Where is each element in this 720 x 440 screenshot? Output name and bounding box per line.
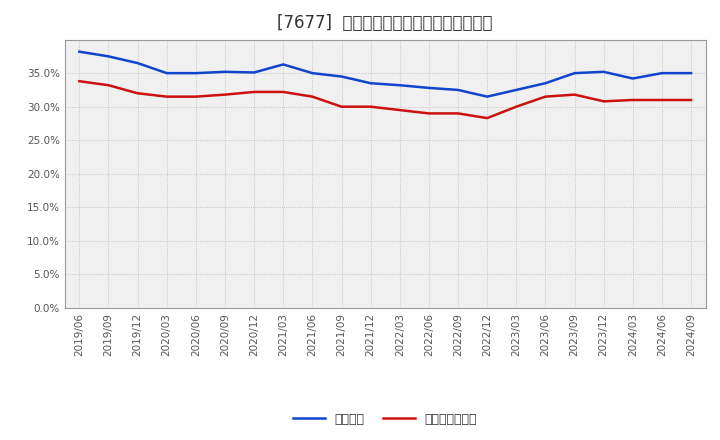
固定長期適合率 xyxy=(483,115,492,121)
固定比率 xyxy=(220,69,229,74)
固定長期適合率 xyxy=(104,83,113,88)
固定比率 xyxy=(308,70,317,76)
固定長期適合率 xyxy=(657,97,666,103)
固定長期適合率 xyxy=(250,89,258,95)
固定比率 xyxy=(570,70,579,76)
固定長期適合率 xyxy=(163,94,171,99)
固定比率 xyxy=(366,81,375,86)
固定比率 xyxy=(512,87,521,92)
Line: 固定比率: 固定比率 xyxy=(79,51,691,97)
固定長期適合率 xyxy=(687,97,696,103)
固定長期適合率 xyxy=(541,94,550,99)
固定長期適合率 xyxy=(599,99,608,104)
固定比率 xyxy=(483,94,492,99)
固定長期適合率 xyxy=(570,92,579,97)
固定比率 xyxy=(657,70,666,76)
固定比率 xyxy=(192,70,200,76)
Line: 固定長期適合率: 固定長期適合率 xyxy=(79,81,691,118)
固定長期適合率 xyxy=(133,91,142,96)
固定長期適合率 xyxy=(425,111,433,116)
固定比率 xyxy=(337,74,346,79)
固定比率 xyxy=(454,87,462,92)
固定比率 xyxy=(599,69,608,74)
固定比率 xyxy=(163,70,171,76)
固定比率 xyxy=(425,85,433,91)
固定比率 xyxy=(629,76,637,81)
固定長期適合率 xyxy=(629,97,637,103)
固定長期適合率 xyxy=(220,92,229,97)
Title: [7677]  固定比率、固定長期適合率の推移: [7677] 固定比率、固定長期適合率の推移 xyxy=(277,15,493,33)
固定長期適合率 xyxy=(308,94,317,99)
固定比率 xyxy=(279,62,287,67)
固定比率 xyxy=(541,81,550,86)
固定長期適合率 xyxy=(512,104,521,109)
固定長期適合率 xyxy=(337,104,346,109)
固定比率 xyxy=(250,70,258,75)
固定比率 xyxy=(104,54,113,59)
固定比率 xyxy=(133,60,142,66)
固定比率 xyxy=(395,83,404,88)
固定長期適合率 xyxy=(279,89,287,95)
Legend: 固定比率, 固定長期適合率: 固定比率, 固定長期適合率 xyxy=(288,407,482,431)
固定比率 xyxy=(75,49,84,54)
固定長期適合率 xyxy=(75,79,84,84)
固定長期適合率 xyxy=(366,104,375,109)
固定長期適合率 xyxy=(192,94,200,99)
固定長期適合率 xyxy=(454,111,462,116)
固定比率 xyxy=(687,70,696,76)
固定長期適合率 xyxy=(395,107,404,113)
